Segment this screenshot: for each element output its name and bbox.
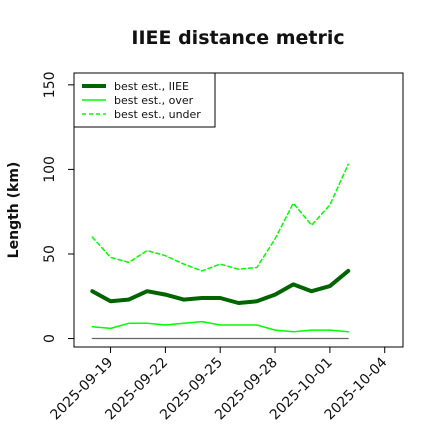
chart-title: IIEE distance metric: [131, 27, 344, 49]
series-line-best-est-iiee: [90, 268, 351, 305]
y-tick-label: 150: [42, 71, 58, 98]
y-axis-label: Length (km): [6, 162, 22, 259]
series-line-best-est-over: [91, 320, 349, 333]
legend-label: best est., over: [114, 94, 194, 107]
series-layer: [90, 163, 351, 340]
y-tick-label: 100: [42, 156, 58, 183]
y-tick-label: 0: [42, 334, 58, 343]
plot-area: [73, 72, 404, 348]
series-line-best-est-under: [91, 163, 349, 272]
y-tick-label: 50: [42, 245, 58, 263]
legend-label: best est., under: [114, 108, 201, 121]
legend-label: best est., IIEE: [114, 80, 189, 93]
